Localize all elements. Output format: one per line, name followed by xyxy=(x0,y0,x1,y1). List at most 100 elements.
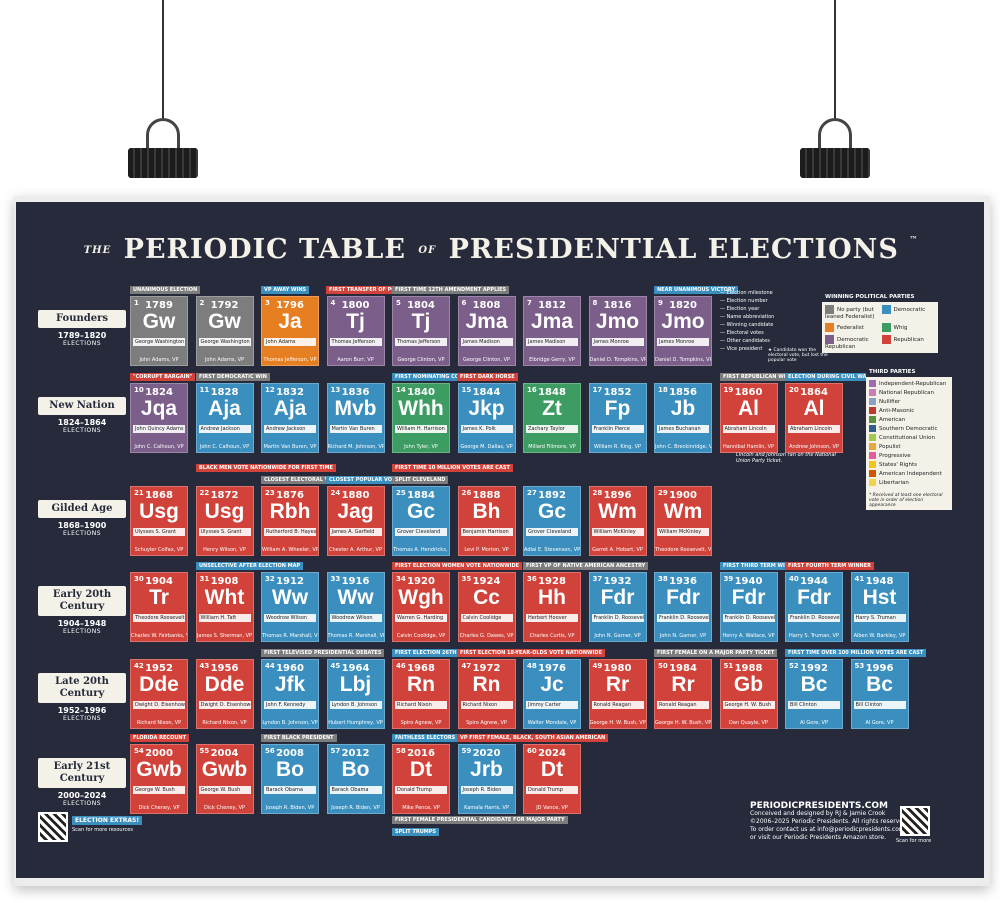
election-tile[interactable]: 2 1792 Gw George Washington John Adams, VP xyxy=(195,296,254,366)
election-tile[interactable]: 29 1900 Wm William McKinley Theodore Rooseve… xyxy=(654,486,712,556)
election-tile[interactable]: 52 1992 Bc Bill Clinton Al Gore, VP xyxy=(785,659,843,729)
vice-president: Charles G. Dawes, VP xyxy=(459,633,514,639)
vice-president: John C. Breckinridge, VP xyxy=(655,444,711,450)
election-tile[interactable]: 10 1824 Jqa John Quincy Adams John C. Calhou… xyxy=(130,383,188,453)
election-tile[interactable]: 34 1920 Wgh Warren G. Harding Calvin Coolidg… xyxy=(392,572,450,642)
era-name: Early 21st Century xyxy=(38,758,126,788)
election-tile[interactable]: 31 1908 Wht William H. Taft James S. Sherman… xyxy=(195,572,254,642)
winning-candidate: James A. Garfield xyxy=(329,528,382,536)
qr-code-right[interactable] xyxy=(900,806,930,836)
election-year: 1976 xyxy=(538,663,566,674)
election-tile[interactable]: 17 1852 Fp Franklin Pierce William R. King, … xyxy=(588,383,647,453)
election-tile[interactable]: 27 1892 Gc Grover Cleveland Adlai E. Stevens… xyxy=(523,486,581,556)
election-tile[interactable]: 14 1840 Whh William H. Harrison John Tyler, … xyxy=(392,383,450,453)
name-abbreviation: Tr xyxy=(149,586,169,609)
third-parties-note: * Received at least one electoral vote i… xyxy=(869,493,943,508)
election-tile[interactable]: 1 1789 Gw George Washington John Adams, VP xyxy=(130,296,188,366)
election-tile[interactable]: 40 1944 Fdr Franklin D. Roosevelt Harry S. T… xyxy=(785,572,843,642)
election-tile[interactable]: 58 2016 Dt Donald Trump Mike Pence, VP xyxy=(392,744,450,814)
election-tile[interactable]: 32 1912 Ww Woodrow Wilson Thomas R. Marshall… xyxy=(261,572,319,642)
election-tile[interactable]: 47 1972 Rn Richard Nixon Spiro Agnew, VP xyxy=(457,659,516,729)
winning-candidate: Andrew Jackson xyxy=(198,425,251,433)
third-party-item: Independent-Republican xyxy=(869,380,949,387)
election-tile[interactable]: 54 2000 Gwb George W. Bush Dick Cheney, VP xyxy=(130,744,188,814)
election-number: 30 xyxy=(134,575,144,583)
qr-code-left[interactable] xyxy=(38,812,68,842)
era-years: 1824–1864 xyxy=(57,418,107,427)
election-tile[interactable]: 48 1976 Jc Jimmy Carter Walter Mondale, VP xyxy=(523,659,581,729)
election-number: 27 xyxy=(527,489,537,497)
election-tile[interactable]: 4 1800 Tj Thomas Jefferson Aaron Burr, VP xyxy=(326,296,385,366)
name-abbreviation: Jag xyxy=(337,500,374,523)
milestone-note: FIRST ELECTION 18-YEAR-OLDS VOTE NATIONW… xyxy=(457,649,605,657)
election-tile[interactable]: 5 1804 Tj Thomas Jefferson George Clinton, V… xyxy=(392,296,450,366)
election-tile[interactable]: 28 1896 Wm William McKinley Garret A. Hobart… xyxy=(588,486,647,556)
era-years: 1904–1948 xyxy=(57,619,107,628)
election-year: 1952 xyxy=(145,663,173,674)
election-tile[interactable]: 46 1968 Rn Richard Nixon Spiro Agnew, VP xyxy=(392,659,450,729)
vice-president: Walter Mondale, VP xyxy=(527,720,577,726)
election-tile[interactable]: 37 1932 Fdr Franklin D. Roosevelt John N. Ga… xyxy=(588,572,647,642)
election-tile[interactable]: 24 1880 Jag James A. Garfield Chester A. Art… xyxy=(326,486,385,556)
election-tile[interactable]: 9 1820 Jmo James Monroe Daniel D. Tompkins, … xyxy=(654,296,712,366)
election-tile[interactable]: 19 1860 Al Abraham Lincoln Hannibal Hamlin, … xyxy=(719,383,778,453)
name-abbreviation: Gc xyxy=(537,500,566,523)
election-tile[interactable]: 50 1984 Rr Ronald Reagan George H. W. Bush, … xyxy=(654,659,712,729)
election-tile[interactable]: 30 1904 Tr Theodore Roosevelt Charles W. Fai… xyxy=(130,572,188,642)
name-abbreviation: Ww xyxy=(337,586,374,609)
party-swatch xyxy=(825,305,834,314)
election-tile[interactable]: 56 2008 Bo Barack Obama Joseph R. Biden, VP xyxy=(261,744,319,814)
election-tile[interactable]: 15 1844 Jkp James K. Polk George M. Dallas, … xyxy=(457,383,516,453)
vice-president: Spiro Agnew, VP xyxy=(400,720,442,726)
election-tile[interactable]: 39 1940 Fdr Franklin D. Roosevelt Henry A. W… xyxy=(719,572,778,642)
election-tile[interactable]: 57 2012 Bo Barack Obama Joseph R. Biden, VP xyxy=(326,744,385,814)
era-elections-label: ELECTIONS xyxy=(62,715,102,722)
election-tile[interactable]: 21 1868 Usg Ulysses S. Grant Schuyler Colfax… xyxy=(130,486,188,556)
election-tile[interactable]: 20 1864 Al Abraham Lincoln Andrew Johnson, V… xyxy=(785,383,843,453)
election-tile[interactable]: 8 1816 Jmo James Monroe Daniel D. Tompkins, … xyxy=(588,296,647,366)
election-year: 1936 xyxy=(669,576,697,587)
election-tile[interactable]: 33 1916 Ww Woodrow Wilson Thomas R. Marshall… xyxy=(326,572,385,642)
election-tile[interactable]: 23 1876 Rbh Rutherford B. Hayes William A. W… xyxy=(261,486,319,556)
election-tile[interactable]: 53 1996 Bc Bill Clinton Al Gore, VP xyxy=(850,659,909,729)
election-tile[interactable]: 45 1964 Lbj Lyndon B. Johnson Hubert Humphre… xyxy=(326,659,385,729)
election-tile[interactable]: 11 1828 Aja Andrew Jackson John C. Calhoun, … xyxy=(195,383,254,453)
name-abbreviation: Lbj xyxy=(339,673,372,696)
election-tile[interactable]: 12 1832 Aja Andrew Jackson Martin Van Buren,… xyxy=(261,383,319,453)
election-tile[interactable]: 3 1796 Ja John Adams Thomas Jefferson, VP xyxy=(261,296,319,366)
election-tile[interactable]: 43 1956 Dde Dwight D. Eisenhower Richard Nix… xyxy=(195,659,254,729)
milestone-note: "CORRUPT BARGAIN" xyxy=(130,373,196,381)
election-tile[interactable]: 7 1812 Jma James Madison Elbridge Gerry, VP xyxy=(523,296,581,366)
election-tile[interactable]: 18 1856 Jb James Buchanan John C. Breckinrid… xyxy=(654,383,712,453)
election-tile[interactable]: 60 2024 Dt Donald Trump JD Vance, VP xyxy=(523,744,581,814)
milestone-note: UNANIMOUS ELECTION xyxy=(130,286,201,294)
winning-candidate: Franklin D. Roosevelt xyxy=(657,614,709,622)
election-tile[interactable]: 41 1948 Hst Harry S. Truman Alben W. Barkley… xyxy=(850,572,909,642)
election-number: 7 xyxy=(527,299,532,307)
election-tile[interactable]: 16 1848 Zt Zachary Taylor Millard Fillmore, … xyxy=(523,383,581,453)
election-tile[interactable]: 26 1888 Bh Benjamin Harrison Levi P. Morton,… xyxy=(457,486,516,556)
election-tile[interactable]: 22 1872 Usg Ulysses S. Grant Henry Wilson, V… xyxy=(195,486,254,556)
name-abbreviation: Gb xyxy=(733,673,764,696)
election-tile[interactable]: 36 1928 Hh Herbert Hoover Charles Curtis, VP xyxy=(523,572,581,642)
election-tile[interactable]: 51 1988 Gb George H. W. Bush Dan Quayle, VP xyxy=(719,659,778,729)
name-abbreviation: Bc xyxy=(800,673,828,696)
election-tile[interactable]: 6 1808 Jma James Madison George Clinton, VP xyxy=(457,296,516,366)
name-abbreviation: Gwb xyxy=(201,758,248,781)
election-tile[interactable]: 44 1960 Jfk John F. Kennedy Lyndon B. Johnso… xyxy=(261,659,319,729)
election-tile[interactable]: 13 1836 Mvb Martin Van Buren Richard M. John… xyxy=(326,383,385,453)
election-tile[interactable]: 38 1936 Fdr Franklin D. Roosevelt John N. Ga… xyxy=(654,572,712,642)
election-tile[interactable]: 35 1924 Cc Calvin Coolidge Charles G. Dawes,… xyxy=(457,572,516,642)
third-party-item: Nullifier xyxy=(869,398,949,405)
era-label: Late 20th Century 1952–1996 ELECTIONS xyxy=(38,673,126,722)
party-swatch xyxy=(869,416,876,423)
vice-president: Al Gore, VP xyxy=(865,720,894,726)
party-swatch xyxy=(825,335,834,344)
vice-president: Elbridge Gerry, VP xyxy=(529,357,575,363)
election-year: 2012 xyxy=(341,748,370,759)
election-tile[interactable]: 55 2004 Gwb George W. Bush Dick Cheney, VP xyxy=(195,744,254,814)
election-tile[interactable]: 49 1980 Rr Ronald Reagan George H. W. Bush, … xyxy=(588,659,647,729)
election-tile[interactable]: 59 2020 Jrb Joseph R. Biden Kamala Harris, V… xyxy=(457,744,516,814)
election-tile[interactable]: 25 1884 Gc Grover Cleveland Thomas A. Hendri… xyxy=(392,486,450,556)
election-tile[interactable]: 42 1952 Dde Dwight D. Eisenhower Richard Nix… xyxy=(130,659,188,729)
